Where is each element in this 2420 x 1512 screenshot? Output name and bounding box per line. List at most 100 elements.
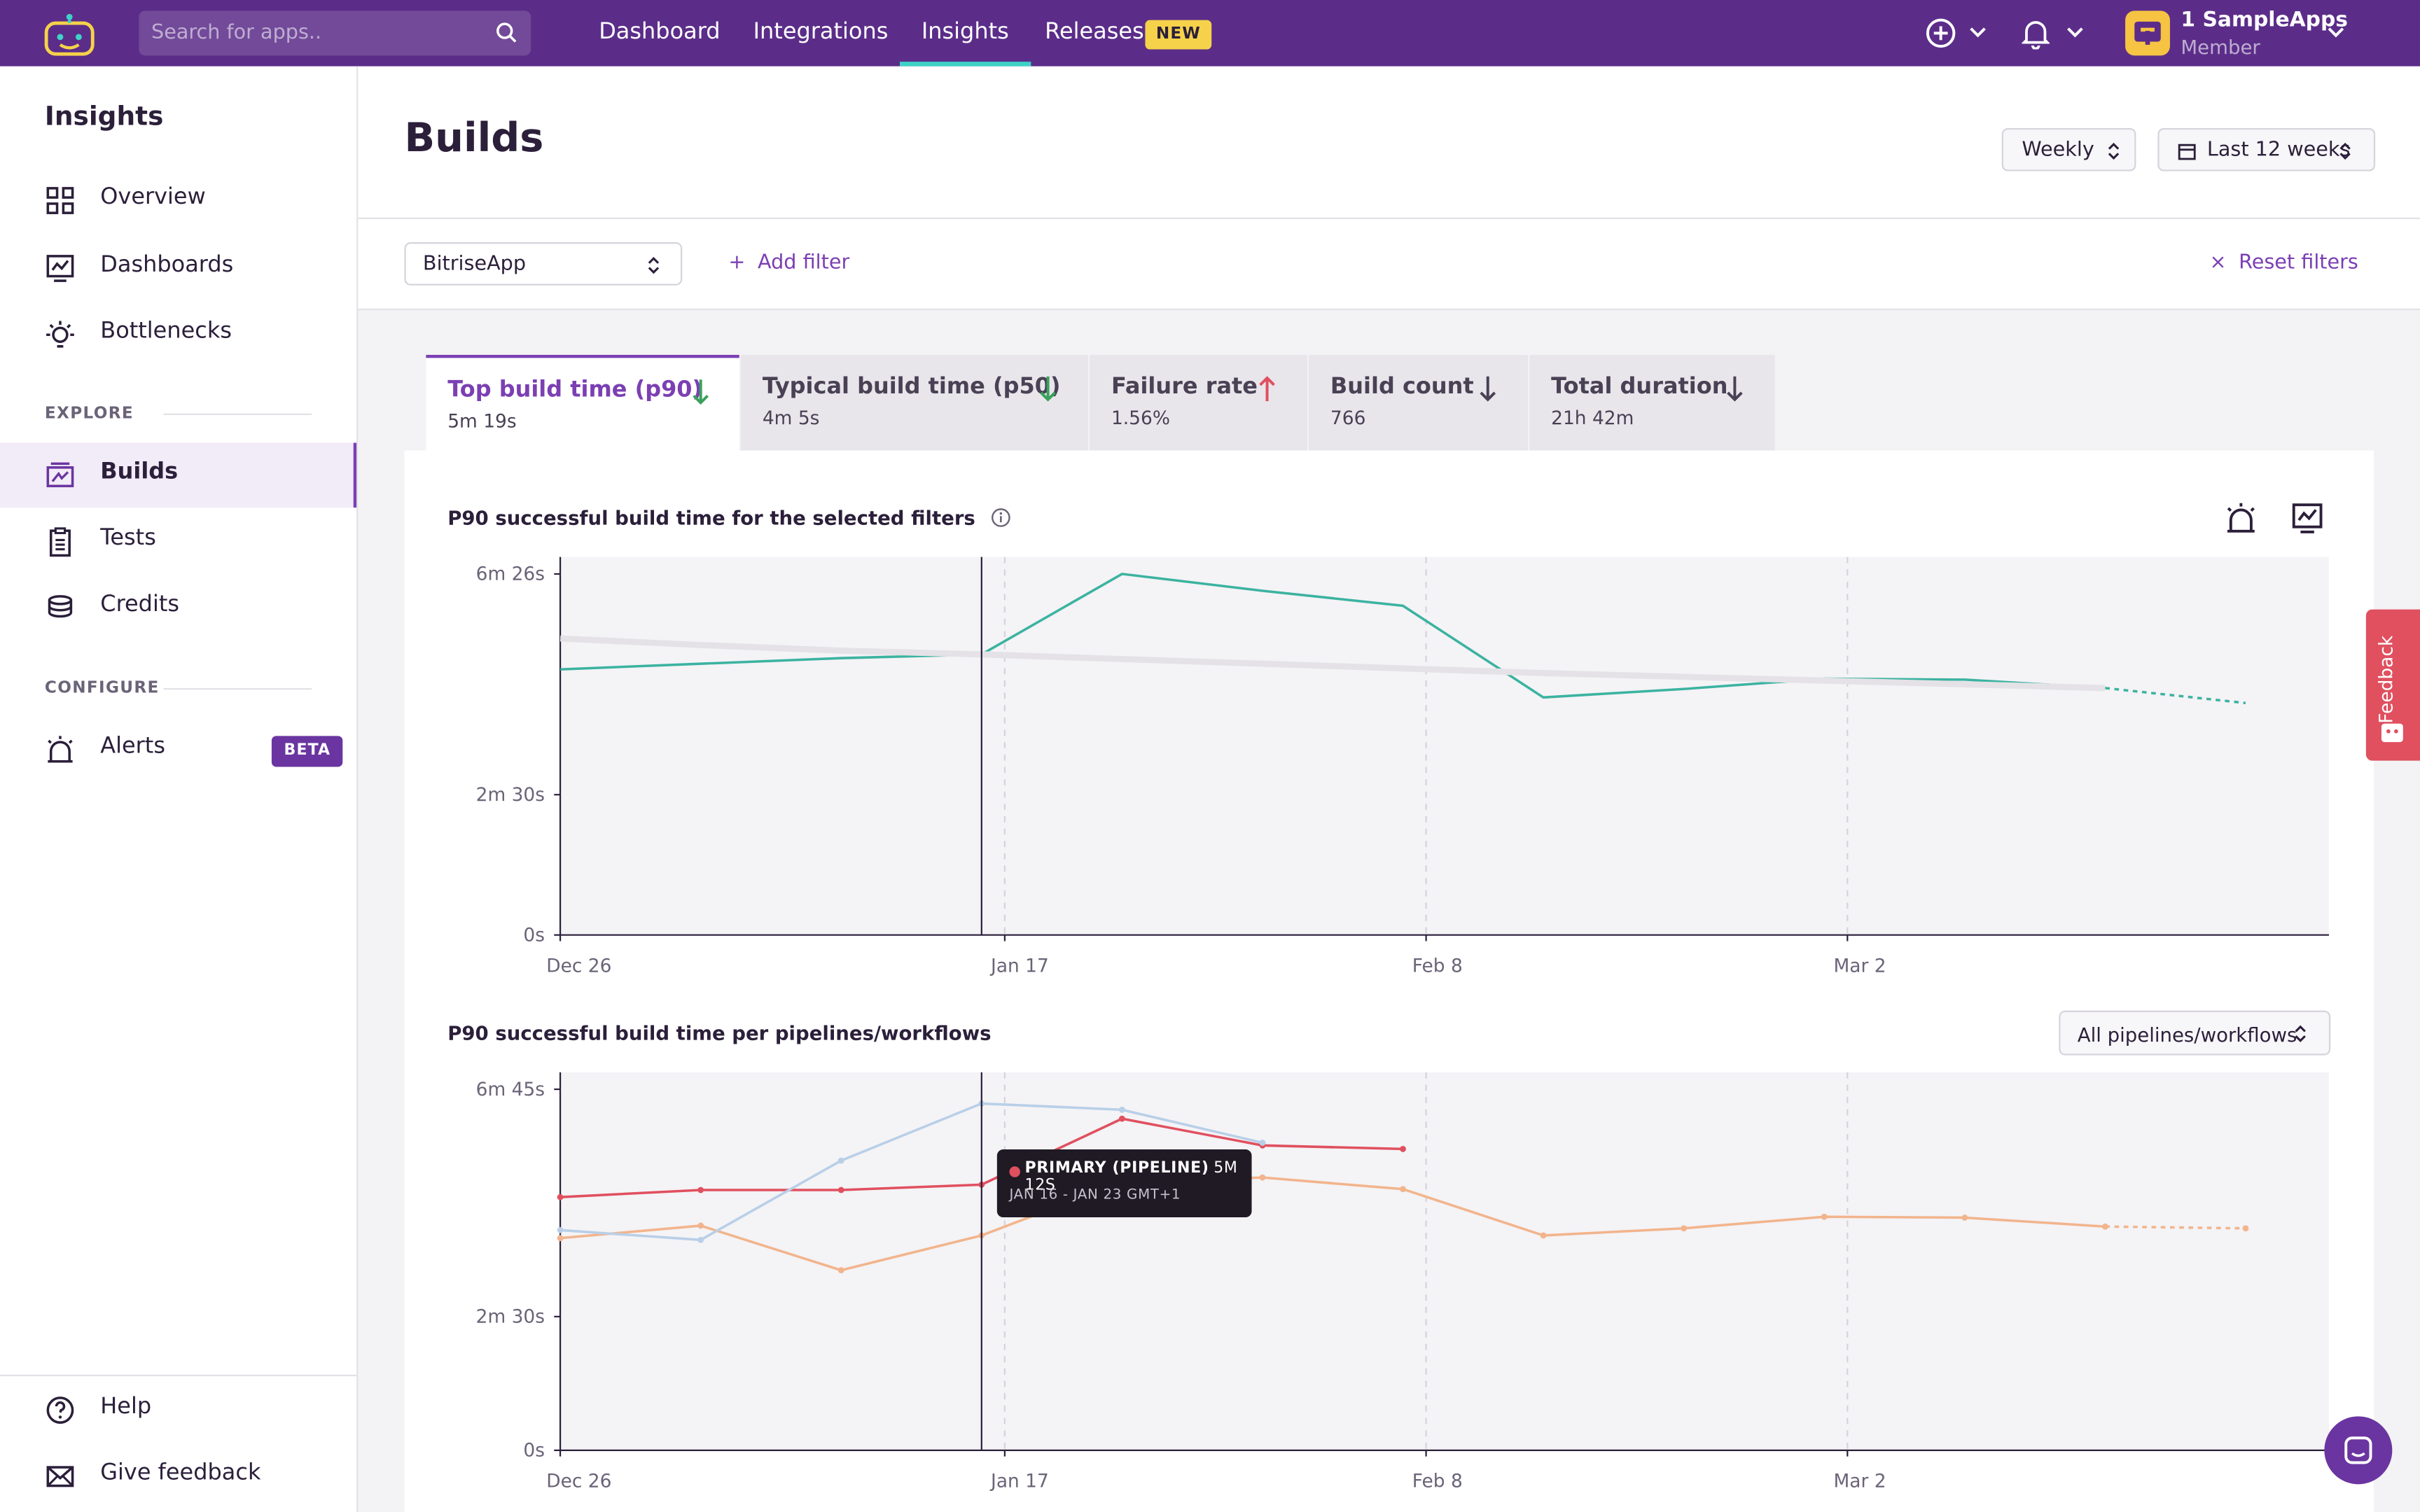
- data-point: [1118, 1106, 1125, 1113]
- tab-top-build-time[interactable]: Top build time (p90) 5m 19s: [426, 354, 739, 451]
- sidebar-item-tests[interactable]: Tests: [0, 509, 356, 574]
- search-icon[interactable]: [496, 22, 517, 43]
- chart2-title: P90 successful build time per pipelines/…: [447, 1021, 992, 1045]
- sidebar-item-credits[interactable]: Credits: [0, 575, 356, 640]
- tab-build-count[interactable]: Build count 766: [1309, 354, 1529, 451]
- y-tick-label: 6m 26s: [476, 564, 545, 585]
- app-select-value: BitriseApp: [422, 253, 527, 276]
- arrow-down-icon: [693, 379, 709, 405]
- chart1-title: P90 successful build time for the select…: [447, 506, 1011, 529]
- interval-select[interactable]: Weekly: [2001, 127, 2136, 172]
- data-point: [837, 1267, 844, 1274]
- top-bar: Dashboard Integrations Insights Releases…: [0, 0, 2420, 66]
- metric-label: Typical build time (p50): [762, 374, 1061, 400]
- sidebar-item-give-feedback[interactable]: Give feedback: [0, 1444, 356, 1509]
- nav-integrations[interactable]: Integrations: [753, 20, 889, 45]
- sort-chevrons-icon: [648, 257, 660, 274]
- series-line: [559, 1176, 2106, 1272]
- y-tick-label: 0s: [523, 1440, 545, 1462]
- divider: [163, 688, 312, 690]
- chart1-title-text: P90 successful build time for the select…: [447, 505, 975, 530]
- add-to-dashboard-icon[interactable]: [2290, 501, 2324, 535]
- siren-icon: [48, 736, 73, 763]
- y-tick-label: 2m 30s: [476, 784, 545, 806]
- close-icon: ×: [2209, 251, 2227, 275]
- chat-button[interactable]: [2324, 1416, 2393, 1485]
- add-icon[interactable]: [1925, 17, 1957, 49]
- org-avatar[interactable]: [2125, 10, 2170, 56]
- data-point: [697, 1222, 704, 1229]
- clipboard-icon: [49, 527, 71, 557]
- sidebar-item-label: Credits: [100, 592, 180, 617]
- tab-typical-build-time[interactable]: Typical build time (p50) 4m 5s: [740, 354, 1088, 451]
- filter-bar: BitriseApp + Add filter × Reset filters: [358, 218, 2420, 311]
- tab-failure-rate[interactable]: Failure rate 1.56%: [1090, 354, 1307, 451]
- app-select[interactable]: BitriseApp: [404, 242, 683, 286]
- metric-value: 5m 19s: [447, 410, 517, 433]
- sidebar-item-label: Alerts: [100, 734, 166, 760]
- bitrise-logo-icon[interactable]: [43, 10, 96, 57]
- data-point: [1400, 1146, 1406, 1152]
- account-name[interactable]: 1 SampleApps: [2181, 8, 2349, 33]
- data-point: [1259, 1140, 1266, 1146]
- app-search: [139, 10, 531, 56]
- data-point: [1400, 1186, 1406, 1193]
- x-tick-label: Feb 8: [1412, 955, 1463, 977]
- chevron-down-icon[interactable]: [1969, 26, 1986, 38]
- sidebar-item-bottlenecks[interactable]: Bottlenecks: [0, 302, 356, 368]
- feedback-tab[interactable]: Feedback: [2365, 609, 2420, 761]
- tab-total-duration[interactable]: Total duration 21h 42m: [1529, 354, 1775, 451]
- sort-chevrons-icon: [2295, 1025, 2306, 1042]
- sidebar-item-overview[interactable]: Overview: [0, 168, 356, 233]
- nav-releases[interactable]: Releases: [1045, 20, 1144, 45]
- pipelines-select[interactable]: All pipelines/workflows: [2059, 1010, 2331, 1056]
- data-point: [697, 1186, 704, 1194]
- data-point: [837, 1157, 844, 1164]
- sidebar-item-help[interactable]: Help: [0, 1378, 356, 1443]
- metric-label: Failure rate: [1111, 374, 1258, 400]
- nav-insights[interactable]: Insights: [900, 0, 1030, 66]
- chart-tooltip: PRIMARY (PIPELINE) 5M 12S JAN 16 - JAN 23…: [996, 1149, 1252, 1218]
- feedback-label: Feedback: [2375, 635, 2397, 724]
- bulb-icon: [46, 321, 74, 348]
- sidebar-item-dashboards[interactable]: Dashboards: [0, 236, 356, 301]
- y-tick-label: 2m 30s: [476, 1306, 545, 1328]
- chevron-down-icon[interactable]: [2328, 26, 2344, 38]
- sidebar-item-alerts[interactable]: Alerts: [0, 718, 356, 783]
- metric-value: 766: [1330, 407, 1366, 429]
- divider: [163, 413, 312, 415]
- new-badge: NEW: [1145, 20, 1212, 50]
- pipelines-select-value: All pipelines/workflows: [2077, 1023, 2297, 1046]
- data-point: [557, 1194, 564, 1200]
- data-point: [697, 1236, 704, 1243]
- series-line: [559, 635, 2106, 692]
- sidebar-item-builds[interactable]: Builds: [0, 442, 357, 508]
- data-point: [1821, 1213, 1828, 1220]
- interval-label: Weekly: [2022, 139, 2094, 162]
- data-point: [837, 1186, 844, 1194]
- data-point: [2242, 1225, 2249, 1232]
- sidebar-item-label: Builds: [100, 459, 179, 485]
- chat-icon: [2344, 1436, 2372, 1464]
- chart1[interactable]: Dec 26 Jan 17 Feb 8 Mar 2 0s 2m 30s 6m 26s: [447, 547, 2346, 979]
- alert-siren-icon[interactable]: [2224, 501, 2258, 535]
- date-range-label: Last 12 weeks: [2206, 139, 2351, 162]
- chevron-down-icon[interactable]: [2066, 26, 2083, 38]
- add-filter-button[interactable]: + Add filter: [728, 251, 849, 274]
- arrow-up-icon: [1259, 376, 1275, 402]
- tooltip-label: PRIMARY (PIPELINE) 5M 12S: [1025, 1160, 1252, 1194]
- nav-dashboard[interactable]: Dashboard: [599, 20, 721, 45]
- calendar-icon: [2178, 144, 2196, 160]
- search-input[interactable]: [139, 10, 491, 56]
- bell-icon[interactable]: [2022, 18, 2050, 50]
- arrow-down-icon: [1480, 376, 1496, 402]
- data-point: [1118, 1115, 1125, 1122]
- date-range-select[interactable]: Last 12 weeks: [2157, 127, 2376, 172]
- reset-filters-button[interactable]: × Reset filters: [2209, 251, 2358, 274]
- metric-value: 21h 42m: [1551, 407, 1634, 429]
- chart2[interactable]: Dec 26 Jan 17 Feb 8 Mar 2 0s 2m 30s 6m 45s: [447, 1063, 2346, 1495]
- section-configure: CONFIGURE: [44, 678, 160, 698]
- reset-filters-label: Reset filters: [2239, 251, 2358, 275]
- sidebar-item-label: Give feedback: [100, 1461, 261, 1486]
- info-icon[interactable]: [992, 507, 1012, 528]
